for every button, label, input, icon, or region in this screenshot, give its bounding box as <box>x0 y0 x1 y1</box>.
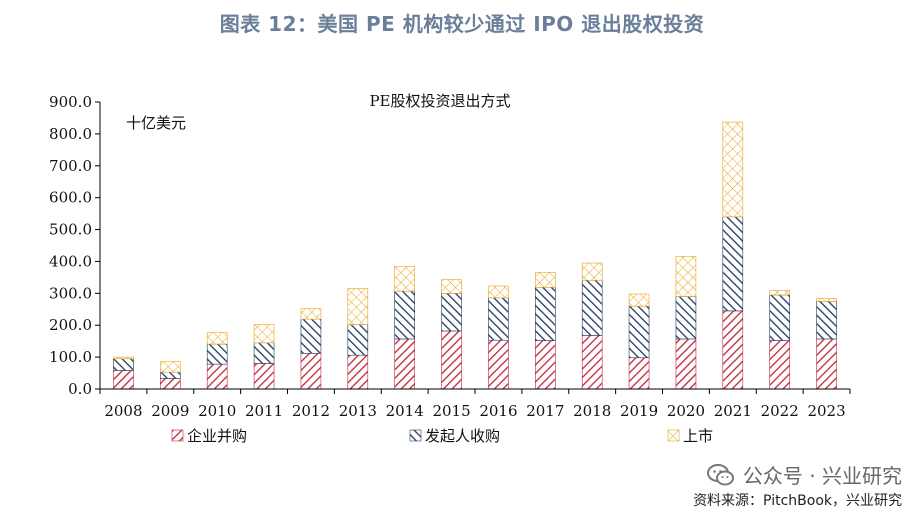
bar-企业并购-2016 <box>488 339 509 390</box>
bar-发起人收购-2014 <box>394 290 415 340</box>
bar-企业并购-2012 <box>300 352 322 390</box>
figure-title: 图表 12：美国 PE 机构较少通过 IPO 退出股权投资 <box>219 12 705 36</box>
bar-企业并购-2013 <box>347 354 369 390</box>
bar-企业并购-2021 <box>722 310 744 390</box>
bar-发起人收购-2010 <box>206 343 228 365</box>
bar-上市-2010 <box>206 331 228 345</box>
bar-发起人收购-2020 <box>675 296 697 340</box>
y-tick-label: 800.0 <box>49 125 92 143</box>
bar-上市-2023 <box>816 298 837 302</box>
x-tick-label: 2012 <box>292 402 330 420</box>
bar-上市-2014 <box>394 266 415 292</box>
bar-发起人收购-2021 <box>722 216 744 312</box>
bar-企业并购-2010 <box>206 363 228 390</box>
y-tick-label: 600.0 <box>49 189 92 207</box>
bar-上市-2015 <box>441 279 462 294</box>
x-tick-label: 2023 <box>807 402 845 420</box>
bar-发起人收购-2022 <box>769 294 790 341</box>
bar-发起人收购-2019 <box>628 305 650 359</box>
bar-企业并购-2011 <box>253 363 275 390</box>
x-tick-label: 2014 <box>386 402 424 420</box>
y-tick-label: 0.0 <box>68 380 92 398</box>
bar-上市-2016 <box>488 285 509 299</box>
y-tick-label: 100.0 <box>49 348 92 366</box>
bar-企业并购-2017 <box>535 340 556 390</box>
bar-企业并购-2020 <box>675 338 697 390</box>
bar-发起人收购-2018 <box>581 279 603 336</box>
bar-上市-2022 <box>769 290 790 296</box>
source-note: 资料来源：PitchBook，兴业研究 <box>693 493 902 509</box>
bar-上市-2011 <box>253 323 275 344</box>
bar-上市-2013 <box>347 288 369 325</box>
bars-group <box>113 121 837 390</box>
x-tick-label: 2015 <box>432 402 470 420</box>
bar-上市-2008 <box>113 356 134 360</box>
y-tick-label: 400.0 <box>49 252 92 270</box>
bar-发起人收购-2012 <box>300 318 322 354</box>
y-tick-label: 900.0 <box>49 93 92 111</box>
bar-企业并购-2014 <box>394 338 415 390</box>
unit-label: 十亿美元 <box>126 114 186 132</box>
bar-发起人收购-2013 <box>347 324 369 356</box>
x-tick-label: 2022 <box>761 402 799 420</box>
legend-label: 上市 <box>683 427 713 445</box>
bar-上市-2020 <box>675 256 697 297</box>
bar-发起人收购-2023 <box>816 301 837 340</box>
y-tick-label: 500.0 <box>49 221 92 239</box>
x-tick-label: 2008 <box>104 402 142 420</box>
x-tick-label: 2011 <box>245 402 283 420</box>
bar-上市-2009 <box>160 361 181 373</box>
legend-swatch <box>667 429 680 442</box>
legend-label: 企业并购 <box>187 427 247 445</box>
x-tick-label: 2017 <box>526 402 564 420</box>
bar-发起人收购-2009 <box>160 371 181 379</box>
bar-企业并购-2018 <box>581 335 603 390</box>
bar-上市-2017 <box>535 271 556 288</box>
bar-上市-2019 <box>628 293 650 307</box>
legend-label: 发起人收购 <box>425 427 500 445</box>
y-tick-label: 300.0 <box>49 284 92 302</box>
x-tick-label: 2016 <box>479 402 517 420</box>
bar-企业并购-2022 <box>769 340 790 390</box>
x-tick-label: 2019 <box>620 402 658 420</box>
bar-发起人收购-2016 <box>488 297 509 341</box>
stacked-bar-chart: 0.0 100.0 200.0 300.0 400.0 500.0 600.0 700.0 80… <box>49 92 851 445</box>
bar-发起人收购-2008 <box>113 358 134 371</box>
watermark-text: 公众号 · 兴业研究 <box>742 464 902 488</box>
bar-上市-2012 <box>300 308 322 320</box>
axes-group: 0.0 100.0 200.0 300.0 400.0 500.0 600.0 700.0 80… <box>49 93 851 420</box>
bar-企业并购-2009 <box>160 378 181 390</box>
legend: 企业并购 发起人收购 上市 <box>171 427 713 445</box>
bar-企业并购-2015 <box>441 330 462 390</box>
x-tick-label: 2020 <box>667 402 705 420</box>
chart-title: PE股权投资退出方式 <box>369 92 510 110</box>
x-tick-label: 2013 <box>339 402 377 420</box>
y-tick-label: 700.0 <box>49 157 92 175</box>
bar-发起人收购-2017 <box>535 286 556 341</box>
bar-发起人收购-2011 <box>253 342 275 364</box>
wechat-icon <box>706 463 734 485</box>
bar-上市-2021 <box>722 121 744 218</box>
legend-swatch <box>409 429 422 442</box>
x-tick-label: 2009 <box>151 402 189 420</box>
bar-企业并购-2023 <box>816 338 837 390</box>
bar-上市-2018 <box>581 262 603 281</box>
bar-企业并购-2019 <box>628 357 650 390</box>
legend-swatch <box>171 429 184 442</box>
y-tick-label: 200.0 <box>49 316 92 334</box>
x-tick-label: 2021 <box>714 402 752 420</box>
x-tick-label: 2018 <box>573 402 611 420</box>
bar-企业并购-2008 <box>113 370 134 390</box>
x-tick-label: 2010 <box>198 402 236 420</box>
bar-发起人收购-2015 <box>441 293 462 332</box>
watermark: 公众号 · 兴业研究 <box>706 460 902 489</box>
